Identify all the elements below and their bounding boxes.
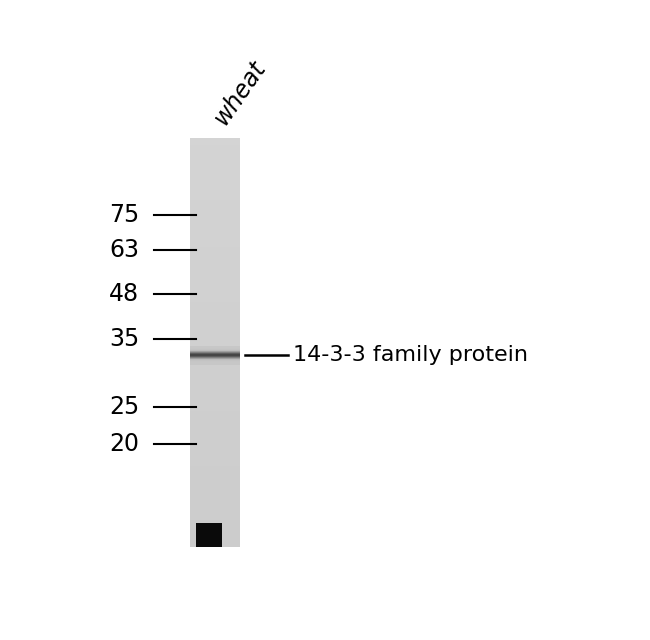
Bar <box>190 360 240 362</box>
Bar <box>190 342 240 349</box>
Text: 35: 35 <box>109 327 139 351</box>
Bar <box>190 451 240 459</box>
Bar <box>190 465 240 472</box>
Bar <box>190 348 240 349</box>
Bar <box>190 499 240 506</box>
Bar <box>190 355 240 356</box>
Bar <box>190 179 240 186</box>
Bar <box>190 438 240 445</box>
Bar <box>190 247 240 254</box>
Bar <box>190 390 240 397</box>
Bar <box>190 346 240 347</box>
Bar <box>190 145 240 152</box>
Bar <box>190 352 240 353</box>
Bar <box>190 294 240 302</box>
Bar <box>190 335 240 343</box>
Bar <box>190 288 240 295</box>
Text: 20: 20 <box>109 432 139 456</box>
Text: wheat: wheat <box>210 55 271 129</box>
Bar <box>190 315 240 323</box>
Bar <box>190 348 240 349</box>
Bar <box>190 540 240 547</box>
Bar <box>190 424 240 431</box>
Bar <box>190 254 240 261</box>
Bar <box>190 301 240 309</box>
Bar <box>190 220 240 227</box>
Bar <box>190 308 240 316</box>
Text: 75: 75 <box>109 203 139 227</box>
Bar <box>190 329 240 336</box>
Bar <box>190 138 240 145</box>
Bar <box>196 523 222 547</box>
Bar <box>190 353 240 355</box>
Bar <box>190 506 240 513</box>
Bar <box>190 362 240 363</box>
Bar <box>190 362 240 363</box>
Bar <box>190 186 240 193</box>
Bar <box>190 354 240 355</box>
Bar <box>190 346 240 348</box>
Bar <box>190 479 240 486</box>
Text: 14-3-3 family protein: 14-3-3 family protein <box>292 345 528 365</box>
Bar <box>190 268 240 275</box>
Bar <box>190 359 240 360</box>
Bar <box>190 357 240 358</box>
Bar <box>190 353 240 354</box>
Bar <box>190 352 240 353</box>
Bar <box>190 458 240 466</box>
Bar <box>190 364 240 365</box>
Bar <box>190 357 240 358</box>
Bar <box>190 349 240 350</box>
Bar <box>190 445 240 452</box>
Bar <box>190 363 240 370</box>
Bar <box>190 513 240 520</box>
Bar <box>190 370 240 377</box>
Bar <box>190 520 240 527</box>
Bar <box>190 527 240 534</box>
Bar <box>190 322 240 329</box>
Bar <box>190 275 240 282</box>
Bar <box>190 347 240 348</box>
Bar <box>190 355 240 356</box>
Text: 48: 48 <box>109 282 139 306</box>
Bar <box>190 199 240 207</box>
Bar <box>190 361 240 362</box>
Bar <box>190 363 240 364</box>
Bar <box>190 492 240 500</box>
Bar <box>190 193 240 200</box>
Bar <box>190 383 240 390</box>
Bar <box>190 356 240 357</box>
Bar <box>190 206 240 213</box>
Bar <box>190 350 240 351</box>
Bar <box>190 486 240 493</box>
Bar <box>190 165 240 173</box>
Bar <box>190 358 240 359</box>
Bar <box>190 138 240 547</box>
Bar <box>190 234 240 241</box>
Bar <box>190 350 240 351</box>
Bar <box>190 281 240 289</box>
Bar <box>190 240 240 248</box>
Bar <box>190 533 240 541</box>
Bar <box>190 260 240 268</box>
Bar <box>190 356 240 364</box>
Bar <box>190 359 240 360</box>
Bar <box>190 227 240 234</box>
Bar <box>190 397 240 404</box>
Bar <box>190 152 240 159</box>
Bar <box>190 376 240 384</box>
Bar <box>190 417 240 425</box>
Bar <box>190 472 240 479</box>
Bar <box>190 158 240 166</box>
Bar <box>190 213 240 220</box>
Bar <box>190 360 240 361</box>
Bar <box>190 172 240 179</box>
Bar <box>190 431 240 438</box>
Text: 25: 25 <box>109 395 139 419</box>
Bar <box>190 351 240 352</box>
Bar <box>190 349 240 356</box>
Bar <box>190 411 240 418</box>
Bar <box>190 404 240 411</box>
Text: 63: 63 <box>109 238 139 262</box>
